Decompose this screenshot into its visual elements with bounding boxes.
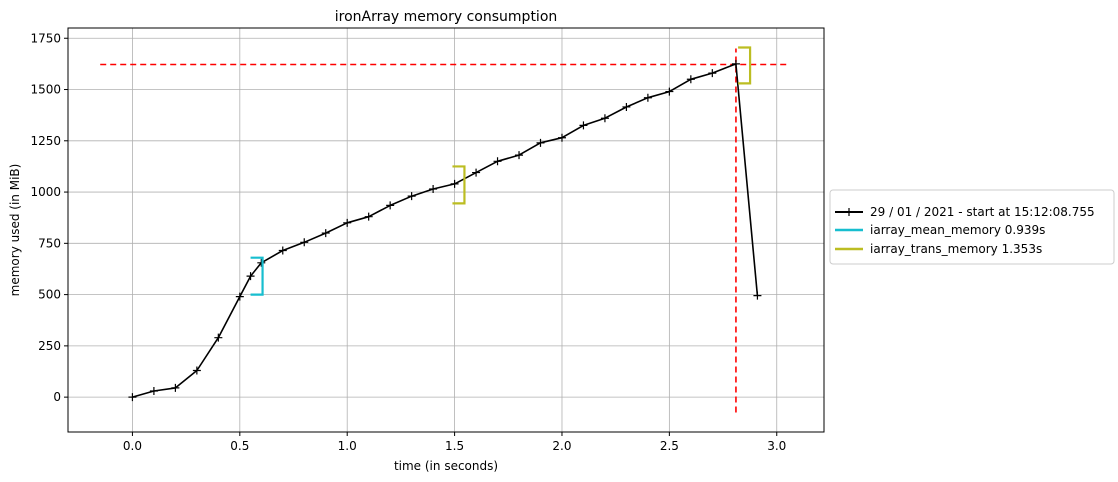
data-point-marker [600, 114, 609, 123]
x-tick-label: 1.0 [338, 439, 357, 453]
chart-title: ironArray memory consumption [335, 9, 558, 25]
function-bracket [452, 165, 466, 205]
data-point-marker [643, 93, 652, 102]
series-layer [128, 59, 762, 402]
y-tick-label: 500 [38, 288, 61, 302]
data-point-marker [731, 59, 740, 68]
data-point-marker [321, 229, 330, 238]
data-point-marker [493, 157, 502, 166]
data-point-marker [128, 393, 137, 402]
data-point-marker [665, 87, 674, 96]
data-point-marker [579, 121, 588, 130]
data-point-marker [343, 218, 352, 227]
data-point-marker [171, 383, 180, 392]
data-point-marker [429, 184, 438, 193]
y-axis-ticks: 0 250 500 750 1000 1250 1500 1750 [30, 31, 68, 404]
data-point-marker [407, 192, 416, 201]
data-point-marker [536, 138, 545, 147]
data-point-marker [257, 258, 266, 267]
data-point-marker [300, 238, 309, 247]
data-point-marker [450, 179, 459, 188]
data-point-marker [214, 333, 223, 342]
data-point-marker [472, 168, 481, 177]
y-axis-label: memory used (in MiB) [8, 164, 22, 297]
data-point-marker [686, 75, 695, 84]
legend-marker-plus [845, 208, 853, 216]
y-tick-label: 1500 [30, 83, 61, 97]
legend-label-mean: iarray_mean_memory 0.939s [870, 223, 1045, 237]
x-axis-label: time (in seconds) [394, 459, 498, 473]
function-bracket [250, 256, 264, 296]
y-tick-label: 750 [38, 236, 61, 250]
plot-frame [67, 27, 825, 433]
y-tick-label: 0 [53, 390, 61, 404]
data-point-marker [278, 246, 287, 255]
reference-lines [100, 48, 788, 413]
function-bracket [738, 46, 752, 85]
data-point-marker [235, 292, 244, 301]
data-point-marker [557, 133, 566, 142]
legend-label-trans: iarray_trans_memory 1.353s [870, 242, 1042, 256]
data-point-marker [149, 386, 158, 395]
y-tick-label: 1250 [30, 134, 61, 148]
x-tick-label: 0.5 [230, 439, 249, 453]
data-point-marker [708, 69, 717, 78]
x-tick-label: 2.5 [660, 439, 679, 453]
x-tick-label: 0.0 [123, 439, 142, 453]
brackets-layer [250, 46, 752, 296]
legend: 29 / 01 / 2021 - start at 15:12:08.755 i… [829, 189, 1115, 265]
grid-lines [68, 28, 824, 432]
legend-box [829, 189, 1115, 265]
data-point-marker [246, 272, 255, 281]
x-tick-label: 2.0 [552, 439, 571, 453]
data-point-marker [622, 102, 631, 111]
data-point-marker [192, 366, 201, 375]
y-tick-label: 1750 [30, 31, 61, 45]
y-tick-label: 1000 [30, 185, 61, 199]
legend-label-series: 29 / 01 / 2021 - start at 15:12:08.755 [870, 205, 1095, 219]
data-point-marker [753, 291, 762, 300]
data-point-marker [386, 201, 395, 210]
data-point-marker [364, 212, 373, 221]
y-tick-label: 250 [38, 339, 61, 353]
data-point-marker [515, 151, 524, 160]
x-axis-ticks: 0.0 0.5 1.0 1.5 2.0 2.5 3.0 [123, 432, 786, 453]
x-tick-label: 1.5 [445, 439, 464, 453]
x-tick-label: 3.0 [767, 439, 786, 453]
